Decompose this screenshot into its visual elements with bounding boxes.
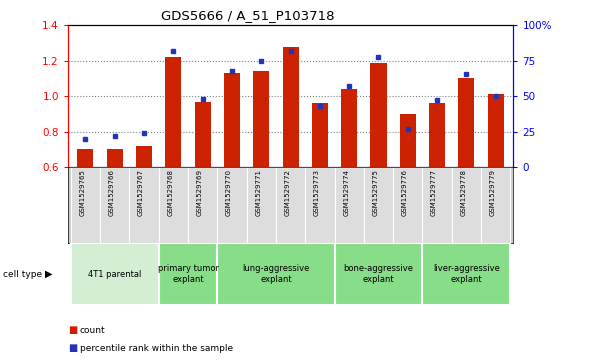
Bar: [188, 167, 217, 243]
Bar: [247, 167, 276, 243]
Text: GSM1529771: GSM1529771: [255, 169, 261, 216]
Bar: [458, 78, 474, 167]
Text: GSM1529778: GSM1529778: [460, 169, 467, 216]
Text: GSM1529776: GSM1529776: [402, 169, 408, 216]
Bar: [364, 167, 393, 243]
Bar: [100, 167, 129, 243]
Text: primary tumor
explant: primary tumor explant: [158, 264, 218, 284]
Text: liver-aggressive
explant: liver-aggressive explant: [433, 264, 500, 284]
Bar: [224, 73, 240, 167]
Text: GSM1529767: GSM1529767: [138, 169, 144, 216]
Text: GSM1529770: GSM1529770: [226, 169, 232, 216]
Bar: [393, 167, 422, 243]
Text: GSM1529772: GSM1529772: [284, 169, 290, 216]
Text: cell type: cell type: [3, 270, 42, 278]
Text: GSM1529768: GSM1529768: [168, 169, 173, 216]
Bar: [335, 167, 364, 243]
Bar: [136, 146, 152, 167]
Bar: [422, 167, 452, 243]
Text: lung-aggressive
explant: lung-aggressive explant: [242, 264, 310, 284]
Text: count: count: [80, 326, 105, 335]
Bar: [159, 243, 217, 305]
Bar: [481, 167, 510, 243]
Text: ▶: ▶: [45, 269, 53, 279]
Bar: [129, 167, 159, 243]
Text: percentile rank within the sample: percentile rank within the sample: [80, 344, 233, 353]
Bar: [488, 94, 504, 167]
Bar: [341, 89, 358, 167]
Bar: [217, 167, 247, 243]
Text: ■: ■: [68, 325, 77, 335]
Text: 4T1 parental: 4T1 parental: [88, 270, 142, 278]
Bar: [429, 103, 445, 167]
Bar: [77, 149, 93, 167]
Bar: [400, 114, 416, 167]
Bar: [71, 243, 159, 305]
Bar: [195, 102, 211, 167]
Text: GSM1529777: GSM1529777: [431, 169, 437, 216]
Text: GSM1529774: GSM1529774: [343, 169, 349, 216]
Text: GSM1529766: GSM1529766: [109, 169, 114, 216]
Text: GSM1529775: GSM1529775: [372, 169, 379, 216]
Bar: [253, 72, 269, 167]
Text: GDS5666 / A_51_P103718: GDS5666 / A_51_P103718: [161, 9, 335, 22]
Bar: [312, 103, 328, 167]
Bar: [422, 243, 510, 305]
Text: bone-aggressive
explant: bone-aggressive explant: [343, 264, 414, 284]
Bar: [71, 167, 100, 243]
Bar: [217, 243, 335, 305]
Text: GSM1529769: GSM1529769: [196, 169, 202, 216]
Text: GSM1529765: GSM1529765: [80, 169, 86, 216]
Bar: [371, 62, 386, 167]
Bar: [165, 57, 181, 167]
Text: GSM1529773: GSM1529773: [314, 169, 320, 216]
Bar: [452, 167, 481, 243]
Text: ■: ■: [68, 343, 77, 354]
Bar: [276, 167, 305, 243]
Bar: [159, 167, 188, 243]
Bar: [283, 46, 299, 167]
Bar: [335, 243, 422, 305]
Text: GSM1529779: GSM1529779: [490, 169, 496, 216]
Bar: [305, 167, 335, 243]
Bar: [107, 149, 123, 167]
